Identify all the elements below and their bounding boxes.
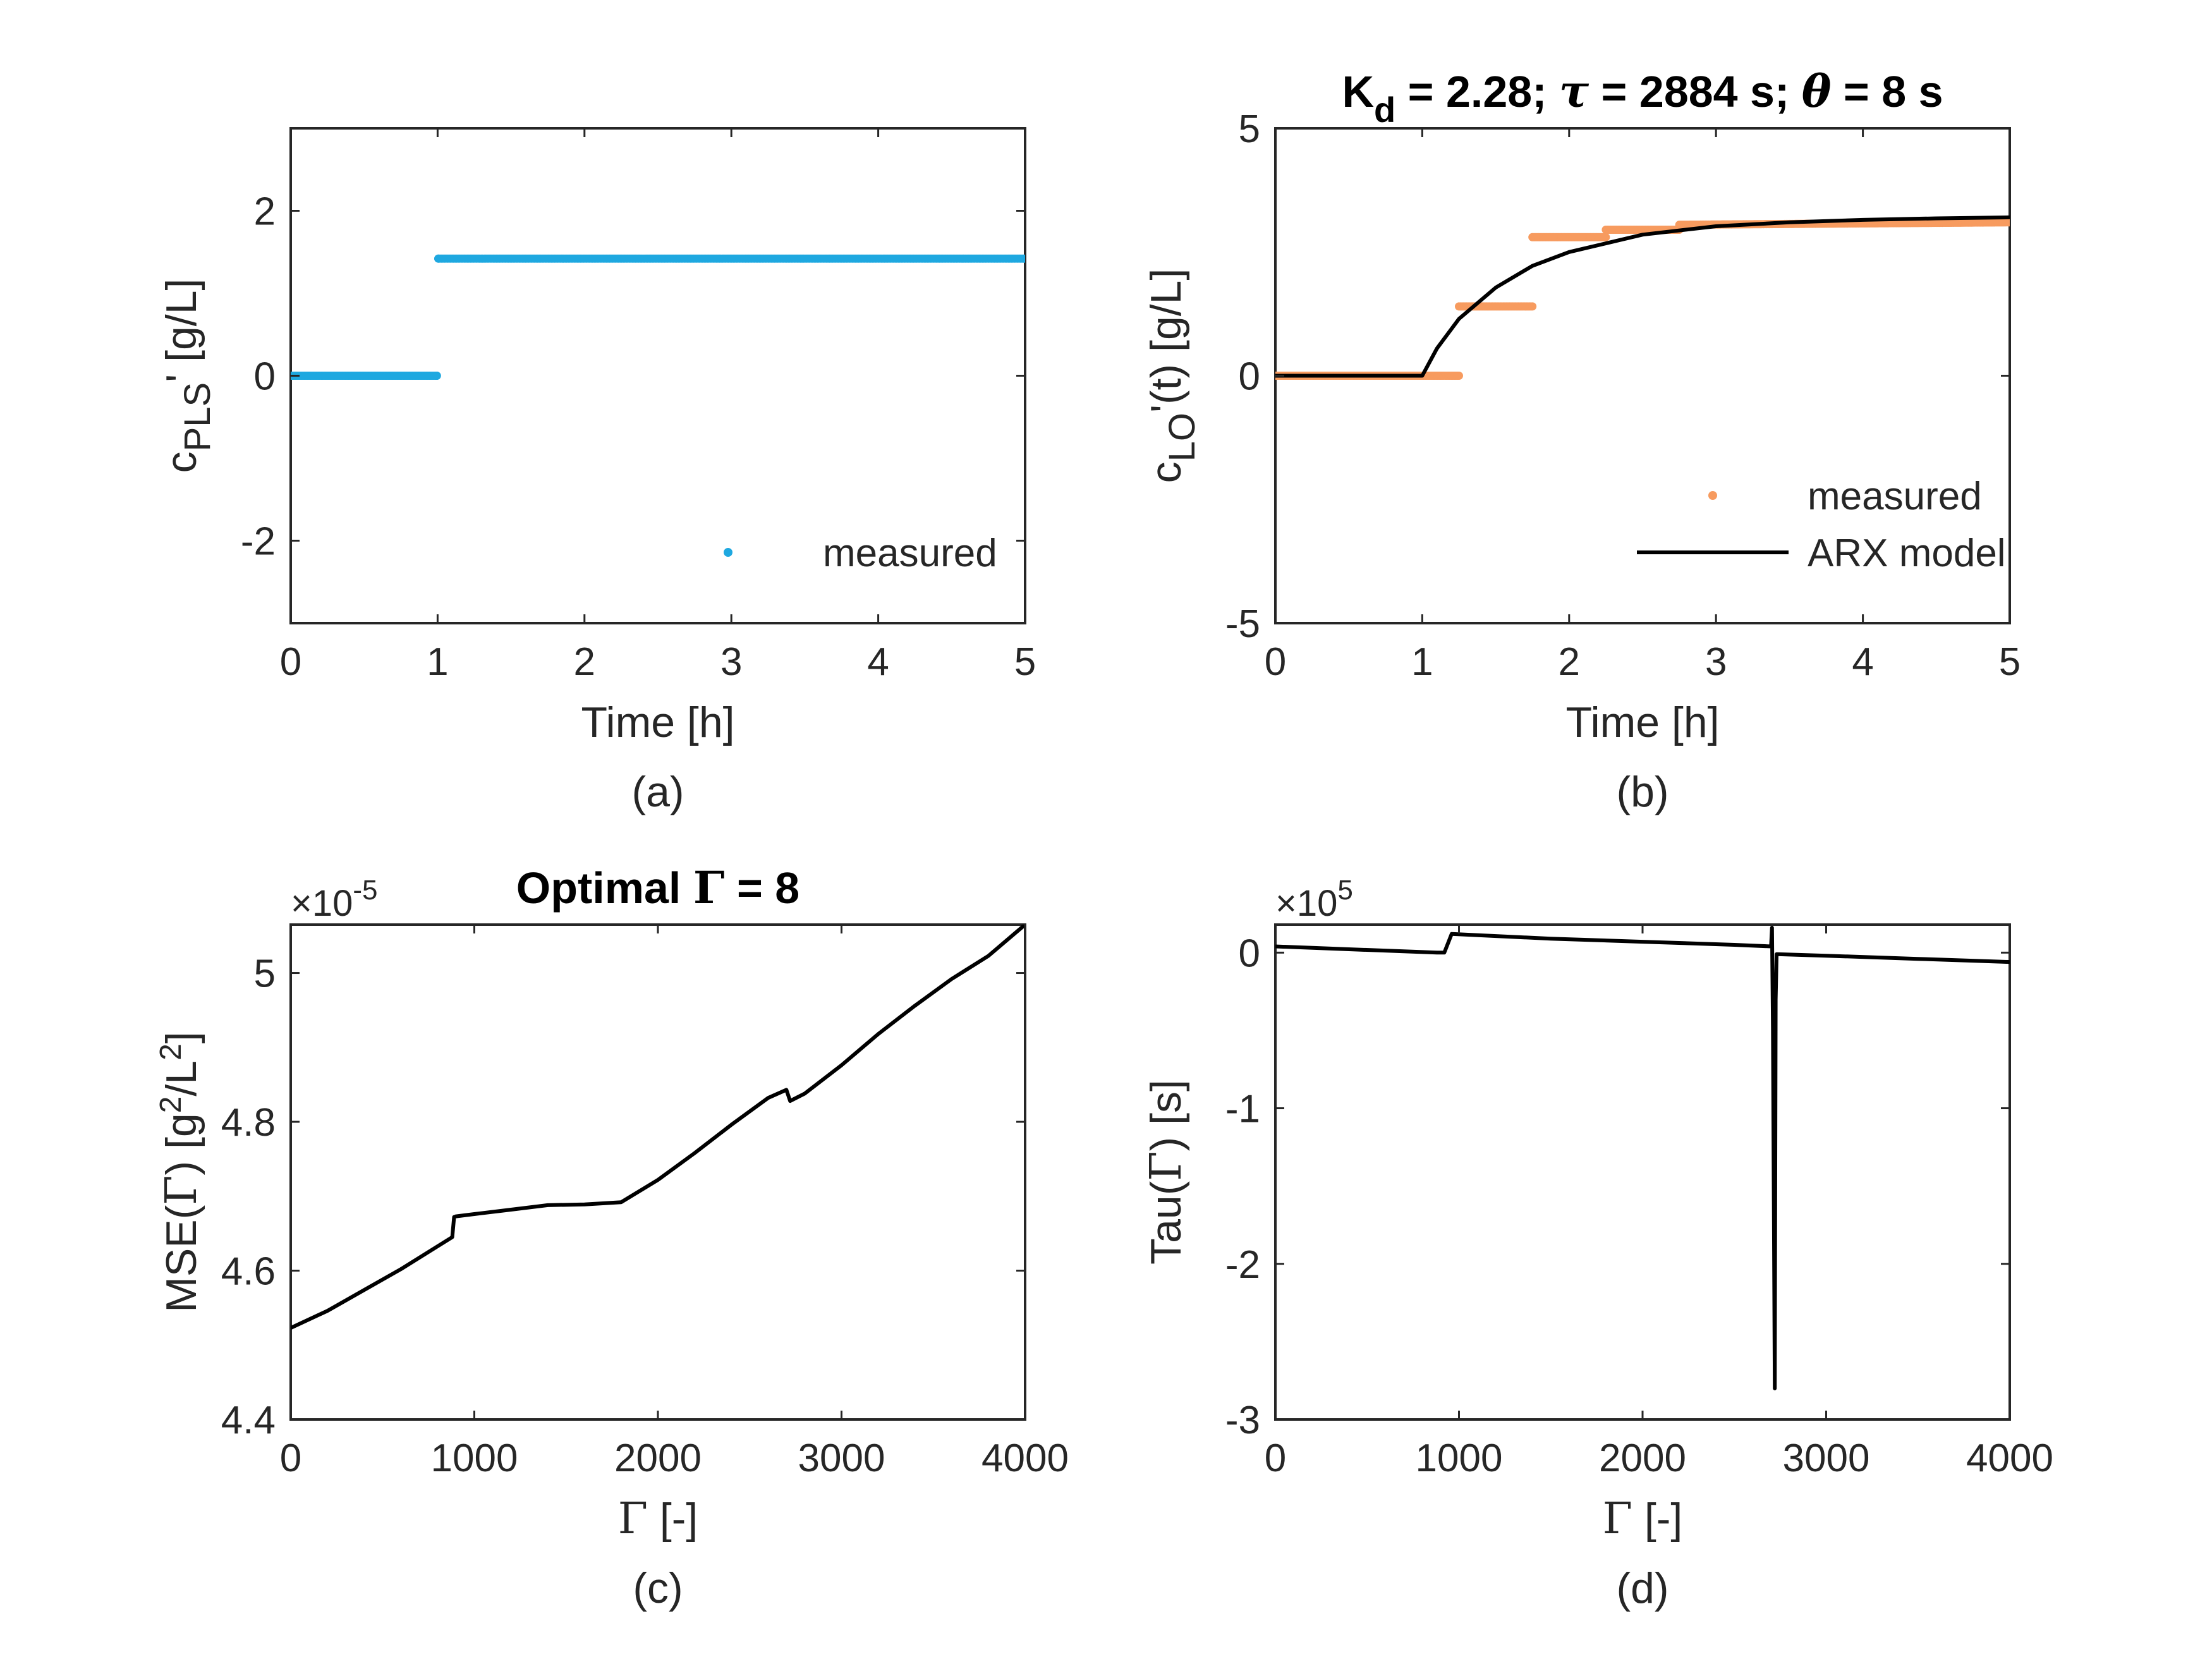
plot-area: [1275, 215, 2010, 380]
legend-marker: [724, 548, 732, 557]
legend: measured ARX model: [1637, 475, 2006, 575]
legend-label: measured: [823, 532, 997, 575]
chart-panel-c: 0 1000 2000 3000 4000 4.4 4.6 4.8 5 ×10-5 Γ [-] (c)…: [154, 861, 1069, 1612]
x-tick-label: 2000: [1599, 1437, 1686, 1480]
y-tick-label: -5: [1225, 602, 1260, 646]
x-tick-label: 0: [1265, 640, 1286, 684]
x-tick-label: 3: [1705, 640, 1727, 684]
x-tick-label: 2: [574, 640, 595, 684]
panel-label: (d): [1616, 1564, 1668, 1612]
series-measured: [291, 254, 1025, 380]
x-tick-label: 4: [1852, 640, 1873, 684]
axis-exponent-label: ×105: [1275, 875, 1353, 924]
x-tick-label: 0: [1265, 1437, 1286, 1480]
axis-exponent-label: ×10-5: [291, 875, 378, 924]
data-point: [1021, 254, 1025, 263]
x-tick-label: 4000: [1966, 1437, 2053, 1480]
y-axis-label: cLO'(t) [g/L]: [1142, 269, 1203, 483]
y-axis-label: cPLS' [g/L]: [157, 279, 218, 473]
y-tick-label: 2: [254, 190, 276, 234]
x-tick-label: 5: [1999, 640, 2021, 684]
legend-label: ARX model: [1808, 532, 2006, 575]
y-tick-label: 0: [1239, 355, 1260, 399]
y-axis-label: MSE(Γ) [g2/L2]: [154, 1031, 207, 1312]
legend-label: measured: [1808, 475, 1982, 518]
x-tick-label: 5: [1014, 640, 1036, 684]
y-tick-label: 4.8: [221, 1101, 276, 1145]
series-line-c: [291, 925, 1025, 1330]
x-tick-label: 4: [867, 640, 889, 684]
panel-label: (b): [1616, 768, 1668, 816]
y-tick-label: 4.6: [221, 1250, 276, 1294]
axes-box: [1274, 923, 2011, 1421]
y-tick-label: -1: [1225, 1088, 1260, 1131]
panel-label: (c): [633, 1564, 683, 1612]
y-tick-label: 5: [1239, 107, 1260, 151]
x-tick-label: 2: [1559, 640, 1580, 684]
y-tick-label: -2: [241, 520, 276, 564]
plot-area: [1275, 925, 2010, 1390]
x-tick-label: 0: [280, 640, 301, 684]
chart-panel-a: 0 1 2 3 4 5 -2 0 2 Time [h] (a) cPLS' [g/L] measured: [157, 127, 1036, 816]
y-tick-label: 5: [254, 952, 276, 996]
y-axis-label: Tau(Γ) [s]: [1141, 1079, 1191, 1265]
y-tick-label: 4.4: [221, 1399, 276, 1442]
x-tick-label: 3000: [798, 1437, 885, 1480]
plot-area: [291, 254, 1025, 380]
x-tick-label: 1000: [1416, 1437, 1503, 1480]
x-axis-label: Γ [-]: [618, 1494, 698, 1544]
data-point: [1455, 372, 1463, 380]
x-tick-label: 4000: [981, 1437, 1069, 1480]
y-tick-label: 0: [1239, 932, 1260, 975]
data-point: [1528, 302, 1537, 311]
x-axis-label: Time [h]: [581, 698, 734, 746]
plot-area: [291, 925, 1025, 1330]
y-tick-label: 0: [254, 355, 276, 399]
x-tick-label: 1: [427, 640, 448, 684]
x-tick-label: 1: [1411, 640, 1433, 684]
chart-title: Kd = 2.28; τ = 2884 s; θ = 8 s: [1342, 65, 1943, 130]
series-line-arx-model: [1275, 215, 2010, 378]
chart-panel-d: 0 1000 2000 3000 4000 -3 -2 -1 0 ×105 Γ [-] (d) Tau(…: [1141, 875, 2053, 1612]
x-tick-label: 3000: [1783, 1437, 1870, 1480]
x-tick-label: 1000: [431, 1437, 518, 1480]
y-tick-label: -3: [1225, 1399, 1260, 1442]
chart-title: Optimal Γ = 8: [516, 861, 799, 914]
legend: measured: [724, 532, 997, 575]
panel-label: (a): [631, 768, 684, 816]
series-line-d: [1275, 925, 2010, 1390]
x-axis-label: Time [h]: [1565, 698, 1719, 746]
y-tick-label: -2: [1225, 1243, 1260, 1287]
x-axis-label: Γ [-]: [1603, 1494, 1683, 1544]
x-tick-label: 3: [720, 640, 742, 684]
axes-box: [289, 923, 1026, 1421]
data-point: [2005, 218, 2010, 227]
x-tick-label: 0: [280, 1437, 301, 1480]
data-point: [432, 372, 441, 380]
x-tick-label: 2000: [614, 1437, 702, 1480]
legend-marker: [1708, 491, 1717, 500]
data-point: [1601, 233, 1610, 241]
